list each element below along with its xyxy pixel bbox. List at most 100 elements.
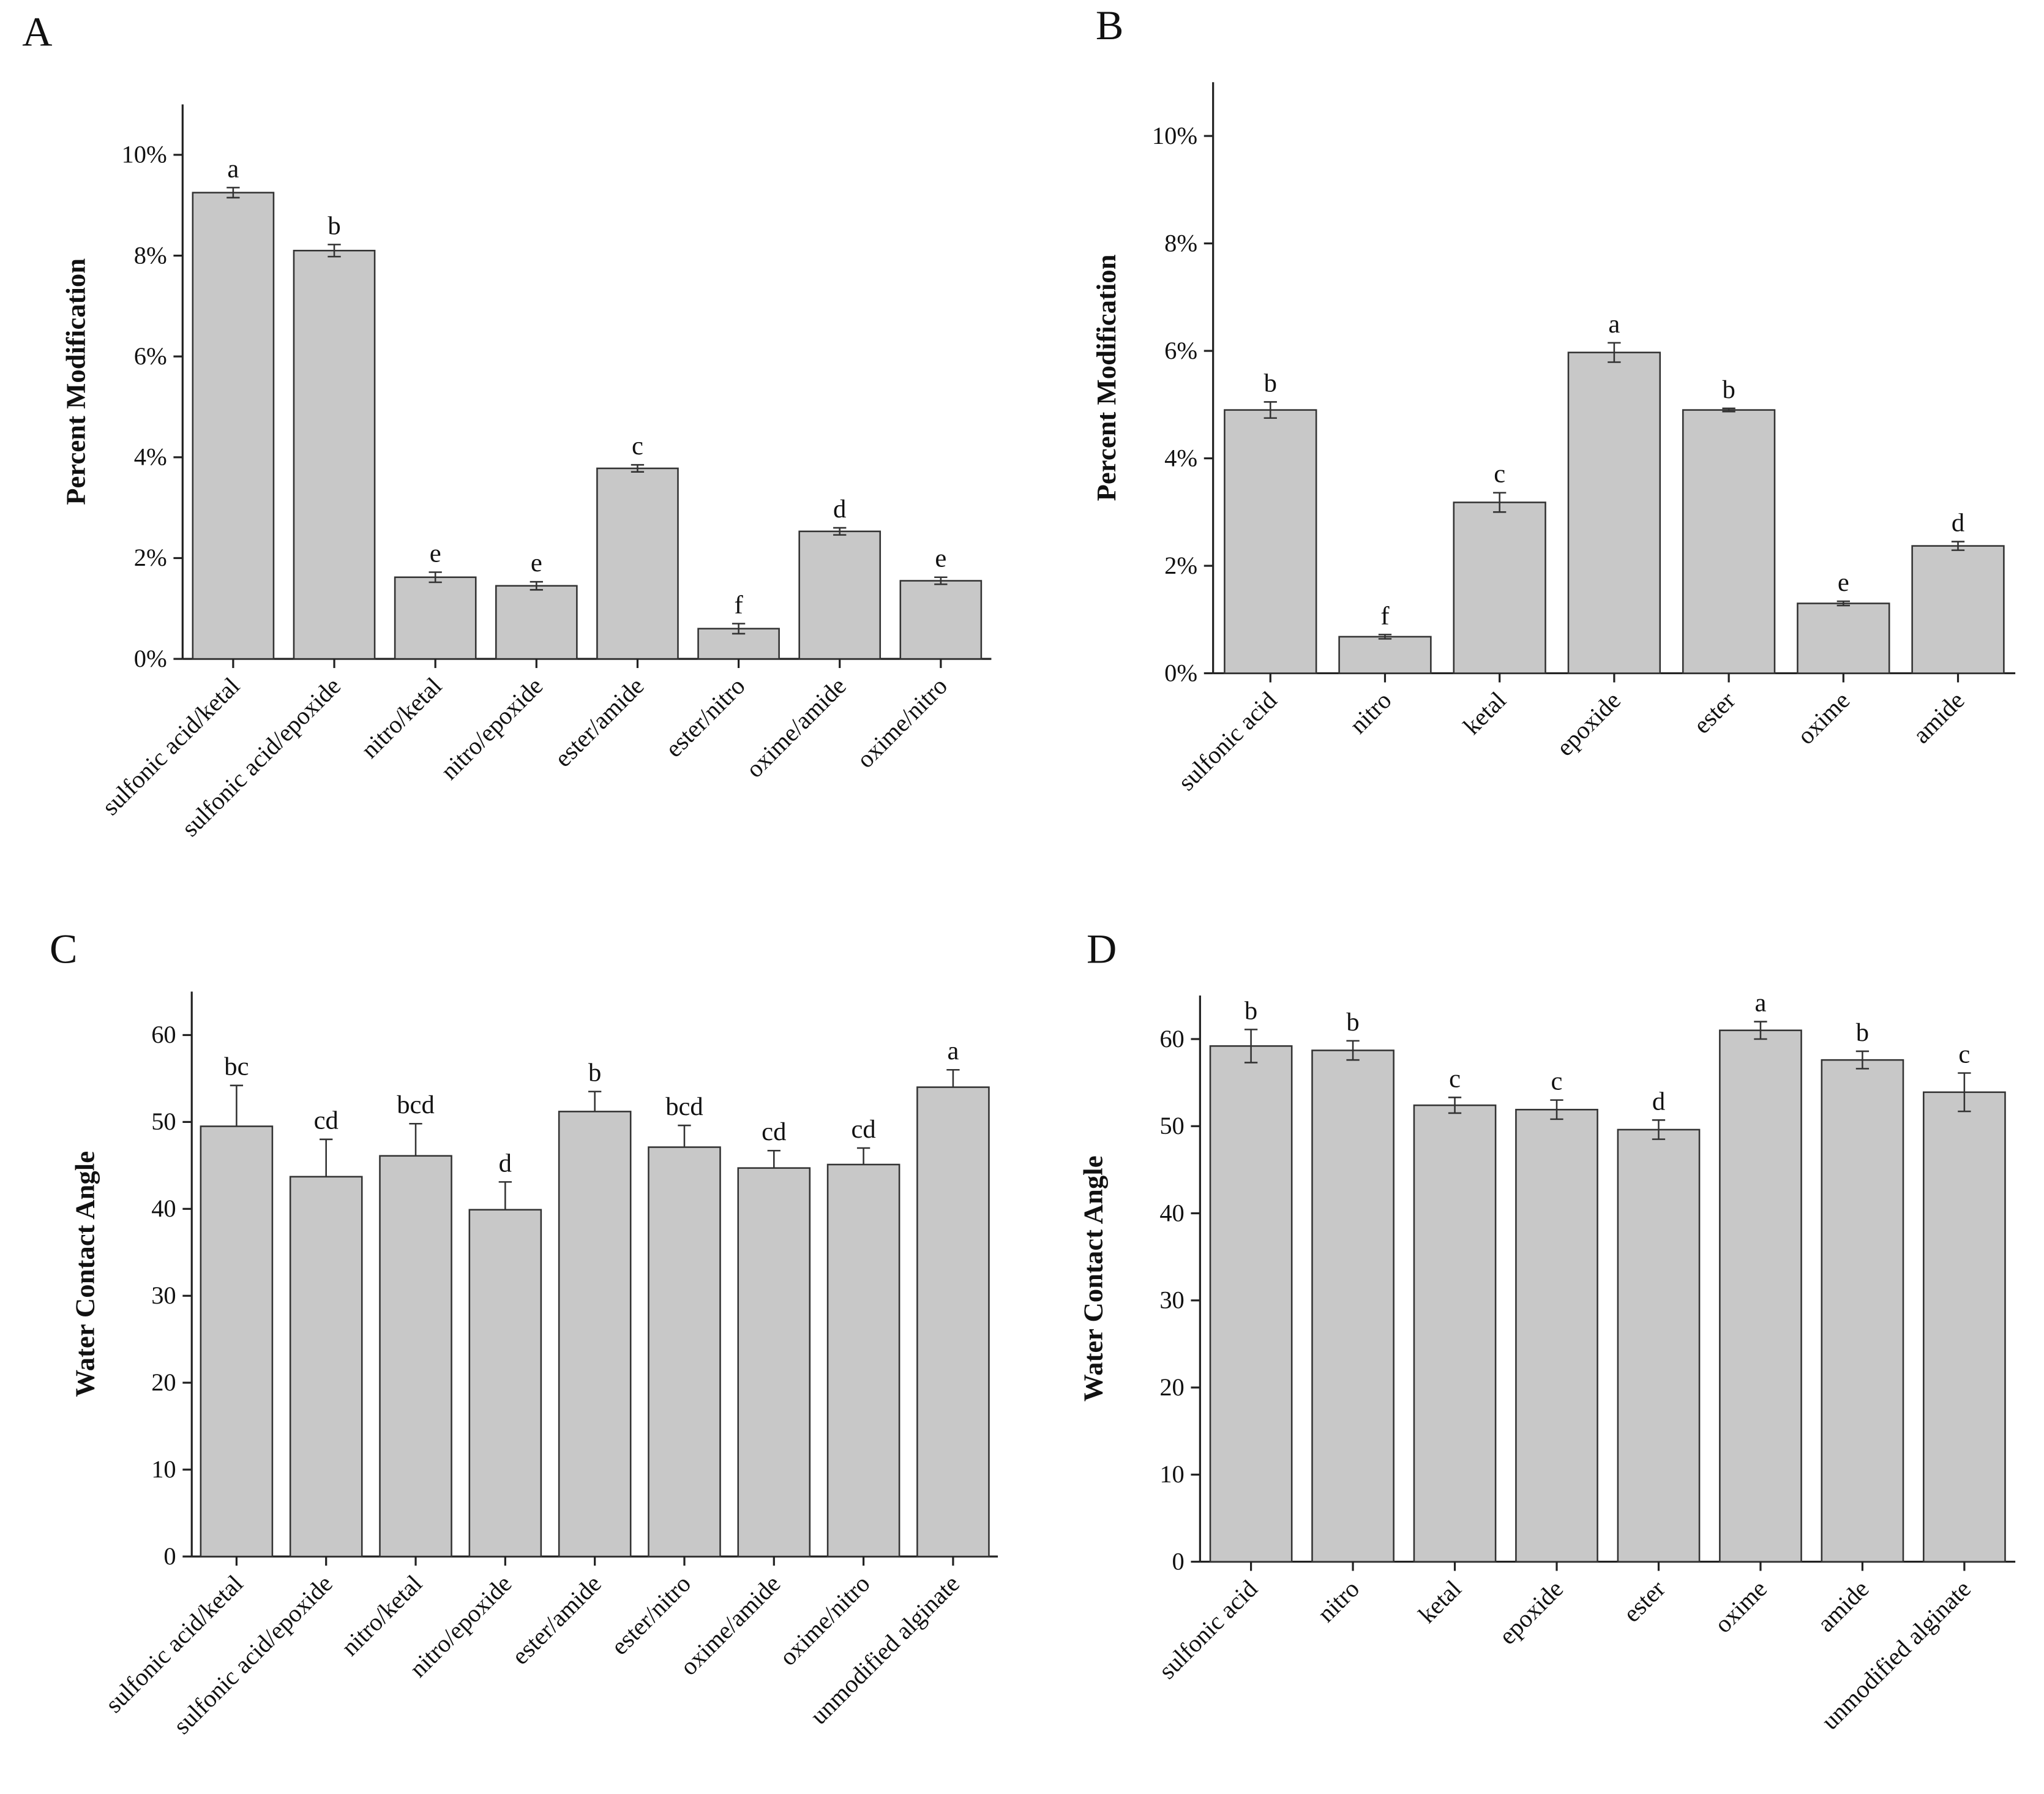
x-tick-label: epoxide [1551,686,1626,761]
significance-letter: b [1264,369,1277,397]
significance-letter: cd [762,1117,786,1146]
y-tick-label: 0% [1164,659,1197,686]
significance-letter: d [1952,509,1964,538]
y-axis-label: Percent Modification [1091,254,1121,501]
y-tick-label: 4% [1164,444,1197,471]
significance-letter: e [430,539,441,568]
x-tick-label: unmodified alginate [805,1570,965,1730]
significance-letter: b [328,211,340,240]
x-tick-label: nitro/ketal [356,672,447,764]
bar [1617,1128,1701,1563]
bar [899,580,983,660]
y-tick-label: 10 [1159,1460,1184,1488]
significance-letter: c [1958,1040,1970,1068]
significance-letter: bcd [665,1092,703,1121]
y-tick-label: 0 [1172,1547,1185,1575]
bar [1923,1091,2006,1563]
x-tick-label: epoxide [1494,1575,1568,1650]
y-tick-label: 30 [1159,1286,1184,1314]
bar [379,1155,452,1558]
bar [200,1125,274,1558]
significance-letter: cd [851,1115,875,1144]
y-tick-label: 10 [151,1455,176,1483]
bar [916,1086,990,1558]
bar [1567,351,1661,674]
significance-letter: f [1380,601,1390,630]
y-tick-label: 6% [134,342,167,370]
panel-label: C [50,926,77,972]
y-tick-label: 30 [151,1282,176,1309]
significance-letter: d [499,1149,512,1177]
significance-letter: f [734,590,743,619]
significance-letter: d [1652,1087,1665,1116]
bar [394,576,477,660]
significance-letter: b [1346,1008,1359,1037]
y-tick-label: 50 [1159,1112,1184,1139]
x-tick-label: nitro [1312,1575,1365,1627]
y-tick-label: 40 [1159,1199,1184,1226]
y-tick-label: 4% [134,443,167,471]
bar [648,1146,721,1558]
bar [737,1167,811,1558]
significance-letter: c [1494,460,1505,489]
x-tick-label: oxime [1792,686,1855,749]
x-tick-label: nitro [1344,686,1397,739]
y-tick-label: 2% [1164,552,1197,579]
bar [192,192,275,660]
bar [558,1111,632,1558]
significance-letter: cd [314,1106,339,1135]
bar [1797,602,1890,674]
bar [1413,1104,1497,1563]
y-tick-label: 10% [1152,122,1197,149]
bar [1338,636,1432,674]
y-tick-label: 60 [151,1021,176,1048]
panel-label: D [1087,926,1117,972]
panel-label: B [1096,2,1123,48]
bar [293,249,376,660]
significance-letter: bc [224,1053,249,1081]
y-tick-label: 0% [134,645,167,672]
y-tick-label: 8% [1164,229,1197,257]
significance-letter: a [1608,310,1620,339]
x-tick-label: oxime [1709,1575,1772,1638]
significance-letter: b [1722,375,1735,404]
bar [596,467,679,660]
significance-letter: c [1449,1064,1461,1093]
bar [1209,1045,1293,1563]
x-tick-label: ester [1618,1575,1671,1627]
significance-letter: e [1838,568,1849,597]
x-tick-label: ester/amide [506,1570,607,1670]
y-tick-label: 40 [151,1195,176,1222]
x-tick-label: ester [1688,686,1740,739]
y-tick-label: 2% [134,544,167,571]
bar [1515,1108,1598,1563]
significance-letter: e [531,549,542,577]
significance-letter: b [588,1059,601,1087]
x-tick-label: sulfonic acid [1173,686,1282,796]
bar [1821,1059,1904,1563]
y-axis-label: Percent Modification [61,258,91,505]
bar [826,1163,900,1558]
bar [1224,409,1317,674]
y-tick-label: 8% [134,241,167,269]
x-tick-label: ketal [1458,686,1511,740]
significance-letter: a [1754,989,1766,1018]
bar [798,530,882,660]
y-axis-label: Water Contact Angle [1078,1155,1109,1402]
x-tick-label: ester/amide [549,672,650,773]
x-tick-label: sulfonic acid [1153,1575,1263,1684]
y-tick-label: 20 [151,1368,176,1396]
y-tick-label: 50 [151,1108,176,1135]
x-tick-label: sulfonic acid/epoxide [168,1570,337,1740]
significance-letter: a [227,154,239,183]
x-tick-label: nitro/epoxide [435,672,548,785]
bar [468,1209,542,1558]
significance-letter: b [1245,996,1257,1025]
x-tick-label: oxime/amide [741,672,852,783]
significance-letter: b [1856,1018,1869,1047]
bar [495,585,578,660]
bar [1911,545,2005,674]
bar [1311,1049,1394,1563]
bar [1453,501,1546,674]
x-tick-label: ester/nitro [660,672,751,763]
